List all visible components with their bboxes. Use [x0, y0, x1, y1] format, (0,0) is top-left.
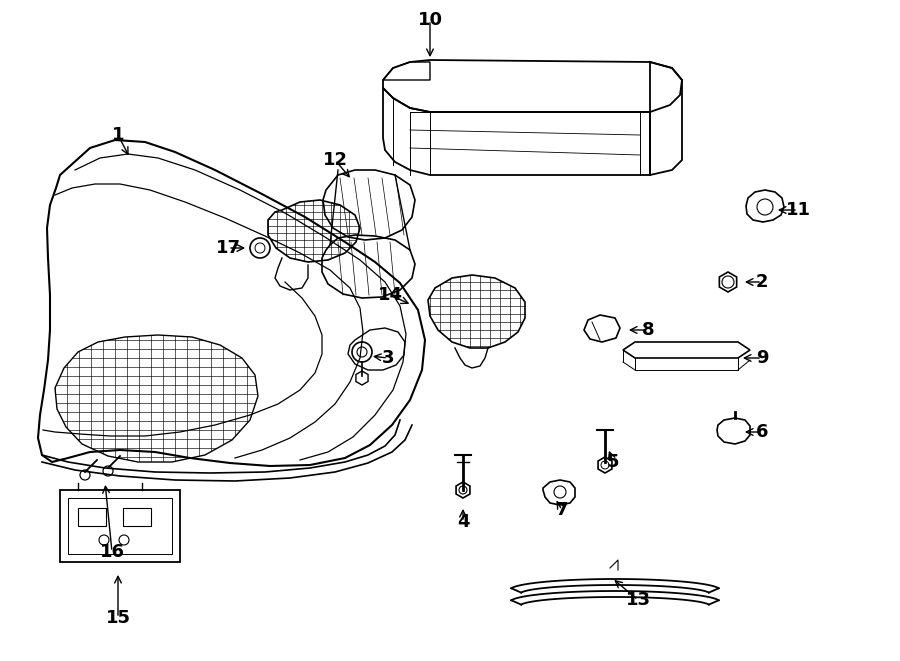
- Text: 8: 8: [642, 321, 654, 339]
- Text: 16: 16: [100, 543, 124, 561]
- Text: 13: 13: [626, 591, 651, 609]
- Text: 14: 14: [377, 286, 402, 304]
- Text: 1: 1: [112, 126, 124, 144]
- Text: 2: 2: [756, 273, 769, 291]
- Text: 6: 6: [756, 423, 769, 441]
- Bar: [123, 508, 151, 526]
- Bar: [60, 490, 180, 562]
- Text: 17: 17: [215, 239, 240, 257]
- Text: 9: 9: [756, 349, 769, 367]
- Bar: [78, 508, 106, 526]
- Text: 5: 5: [607, 453, 619, 471]
- Text: 3: 3: [382, 349, 394, 367]
- Text: 7: 7: [556, 501, 568, 519]
- Text: 4: 4: [456, 513, 469, 531]
- Text: 12: 12: [322, 151, 347, 169]
- Text: 15: 15: [105, 609, 130, 627]
- Bar: [68, 498, 172, 554]
- Text: 11: 11: [786, 201, 811, 219]
- Text: 10: 10: [418, 11, 443, 29]
